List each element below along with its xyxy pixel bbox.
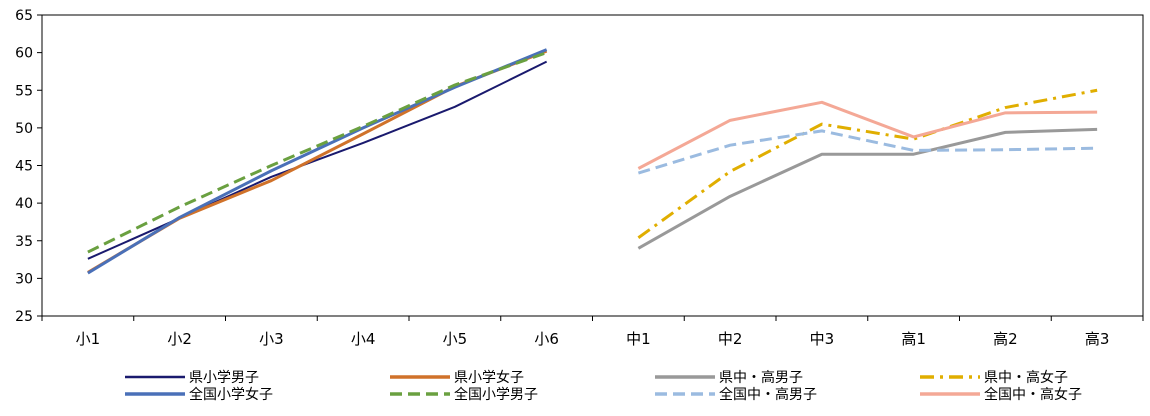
y-tick-label: 60 bbox=[15, 46, 33, 62]
x-tick-label: 高1 bbox=[901, 330, 926, 348]
y-tick-label: 45 bbox=[15, 159, 33, 175]
x-tick-label: 高3 bbox=[1085, 330, 1110, 348]
x-tick-label: 小5 bbox=[443, 330, 468, 348]
x-tick-label: 小3 bbox=[259, 330, 284, 348]
x-tick-label: 小1 bbox=[76, 330, 101, 348]
legend-label-7: 全国中・高男子 bbox=[719, 386, 817, 403]
legend-label-3: 県中・高男子 bbox=[719, 369, 803, 386]
x-tick-label: 中1 bbox=[626, 330, 651, 348]
y-tick-label: 30 bbox=[15, 271, 33, 287]
series-line-6 bbox=[87, 51, 548, 254]
plot-area: 25 30 35 40 45 50 55 60 65 小1 小2 小3 小4 小5 小6 中1 中2 中3 高1 高2… bbox=[15, 8, 1144, 348]
legend-label-5: 全国小学女子 bbox=[189, 386, 273, 403]
x-tick-label: 高2 bbox=[993, 330, 1018, 348]
legend-label-2: 県小学女子 bbox=[454, 369, 524, 386]
x-tick-label: 中3 bbox=[810, 330, 835, 348]
x-tick-label: 小2 bbox=[167, 330, 192, 348]
y-tick-label: 65 bbox=[15, 8, 33, 24]
series-line-3 bbox=[637, 127, 1098, 250]
y-tick-label: 50 bbox=[15, 121, 33, 137]
x-tick-label: 小4 bbox=[351, 330, 376, 348]
series-line-4 bbox=[637, 88, 1098, 239]
y-tick-label: 55 bbox=[15, 83, 33, 99]
y-tick-label: 25 bbox=[15, 309, 33, 325]
x-tick-label: 中2 bbox=[718, 330, 743, 348]
legend-label-4: 県中・高女子 bbox=[984, 369, 1068, 386]
y-tick-label: 40 bbox=[15, 196, 33, 212]
series-line-7 bbox=[637, 129, 1098, 175]
y-tick-label: 35 bbox=[15, 234, 33, 250]
legend-label-1: 県小学男子 bbox=[189, 370, 259, 386]
legend-label-8: 全国中・高女子 bbox=[984, 386, 1082, 403]
legend-label-6: 全国小学男子 bbox=[454, 386, 538, 403]
series-line-8 bbox=[637, 100, 1098, 170]
x-tick-label: 小6 bbox=[534, 330, 559, 348]
